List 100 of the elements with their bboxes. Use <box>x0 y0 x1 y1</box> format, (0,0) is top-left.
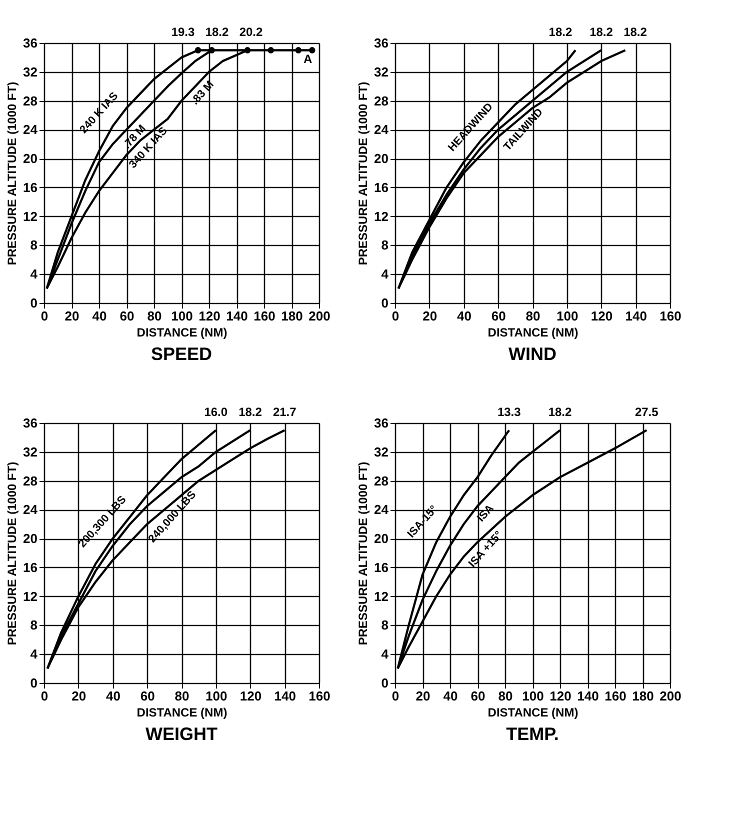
y-tick-label: 36 <box>23 416 38 430</box>
x-tick-label: 160 <box>308 688 330 704</box>
x-axis-title: DISTANCE (NM) <box>136 706 228 720</box>
x-tick-label: 20 <box>416 688 430 704</box>
x-tick-label: 200 <box>308 308 330 324</box>
y-tick-label: 16 <box>23 180 38 195</box>
x-tick-label: 100 <box>556 308 578 324</box>
text: SPEED <box>150 344 212 364</box>
x-axis-title: DISTANCE (NM) <box>136 326 228 340</box>
y-tick-label: 0 <box>30 296 38 310</box>
annotation: 18.2 <box>624 25 648 39</box>
y-tick-label: 4 <box>381 646 390 662</box>
y-axis-title: PRESSURE ALTITUDE (1000 FT) <box>5 82 20 266</box>
y-tick-label: 20 <box>23 151 38 166</box>
y-tick-label: 24 <box>374 122 390 138</box>
y-tick-label: 16 <box>374 560 388 575</box>
x-tick-label: 200 <box>660 688 682 704</box>
y-tick-label: 8 <box>30 618 38 633</box>
y-tick-label: 12 <box>374 588 388 604</box>
annotation: 18.2 <box>590 25 614 39</box>
x-tick-label: 0 <box>392 308 400 324</box>
x-tick-label: 40 <box>457 308 472 324</box>
x-tick-label: 80 <box>174 688 190 704</box>
y-tick-label: 16 <box>23 560 38 575</box>
x-tick-label: 60 <box>491 308 506 324</box>
y-axis-title: PRESSURE ALTITUDE (1000 FT) <box>5 462 20 646</box>
y-tick-label: 4 <box>30 266 38 282</box>
x-tick-label: 120 <box>198 308 220 324</box>
x-tick-label: 0 <box>392 688 400 704</box>
x-axis-title: DISTANCE (NM) <box>488 326 578 340</box>
x-tick-label: 60 <box>140 688 155 704</box>
x-tick-label: 160 <box>604 688 626 704</box>
y-tick-label: 4 <box>30 646 38 662</box>
annotation: A <box>303 52 312 66</box>
annotation: 13.3 <box>497 405 522 419</box>
x-tick-label: 40 <box>443 688 458 704</box>
x-axis-title: DISTANCE (NM) <box>488 706 578 720</box>
text: TEMP. <box>506 724 559 744</box>
x-tick-label: 160 <box>660 308 682 324</box>
y-tick-label: 24 <box>23 502 38 518</box>
x-tick-label: 140 <box>577 688 599 704</box>
x-tick-label: 140 <box>226 308 248 324</box>
x-tick-label: 60 <box>470 688 486 704</box>
y-tick-label: 20 <box>374 531 388 546</box>
y-tick-label: 36 <box>23 36 38 50</box>
y-tick-label: 32 <box>23 444 38 460</box>
y-tick-label: 36 <box>374 416 388 430</box>
x-tick-label: 180 <box>632 688 654 704</box>
x-tick-label: 160 <box>254 308 276 324</box>
x-tick-label: 0 <box>40 308 48 324</box>
y-tick-label: 20 <box>23 531 38 546</box>
y-tick-label: 4 <box>381 266 390 282</box>
y-tick-label: 8 <box>381 618 388 633</box>
x-tick-label: 0 <box>40 688 48 704</box>
y-tick-label: 0 <box>30 676 38 690</box>
x-tick-label: 20 <box>64 308 80 324</box>
y-tick-label: 28 <box>23 473 38 488</box>
y-tick-label: 32 <box>23 64 38 80</box>
y-tick-label: 8 <box>381 238 388 253</box>
y-tick-label: 12 <box>23 588 38 604</box>
x-tick-label: 120 <box>550 688 572 704</box>
x-tick-label: 100 <box>171 308 193 324</box>
annotation: 18.2 <box>205 25 229 39</box>
y-tick-label: 0 <box>381 296 388 310</box>
x-tick-label: 100 <box>206 688 228 704</box>
x-tick-label: 20 <box>422 308 438 324</box>
y-axis-title: PRESSURE ALTITUDE (1000 FT) <box>356 82 370 266</box>
x-tick-label: 140 <box>274 688 296 704</box>
x-tick-label: 60 <box>120 308 134 324</box>
x-tick-label: 80 <box>498 688 513 704</box>
y-tick-label: 28 <box>374 473 388 488</box>
y-tick-label: 28 <box>23 93 38 108</box>
y-axis-title: PRESSURE ALTITUDE (1000 FT) <box>356 462 370 646</box>
annotation: 18.2 <box>238 405 262 419</box>
annotation: 18.2 <box>548 25 572 39</box>
x-tick-label: 20 <box>72 688 86 704</box>
annotation: 18.2 <box>548 405 572 419</box>
x-tick-label: 80 <box>526 308 540 324</box>
y-tick-label: 8 <box>30 238 38 253</box>
x-tick-label: 80 <box>147 308 162 324</box>
x-tick-label: 40 <box>106 688 120 704</box>
text: WIND <box>508 344 556 364</box>
annotation: 19.3 <box>171 25 195 39</box>
y-tick-label: 32 <box>374 444 388 460</box>
x-tick-label: 120 <box>240 688 262 704</box>
annotation: 16.0 <box>204 405 228 419</box>
x-tick-label: 180 <box>281 308 303 324</box>
x-tick-label: 120 <box>590 308 613 324</box>
y-tick-label: 0 <box>381 676 388 690</box>
annotation: 20.2 <box>239 25 263 39</box>
annotation: 21.7 <box>272 405 297 419</box>
y-tick-label: 28 <box>374 93 388 108</box>
text: WEIGHT <box>146 724 218 744</box>
y-tick-label: 24 <box>374 502 390 518</box>
y-tick-label: 36 <box>374 36 388 50</box>
y-tick-label: 16 <box>374 180 388 195</box>
x-tick-label: 100 <box>522 688 544 704</box>
y-tick-label: 32 <box>374 64 388 80</box>
annotation: 27.5 <box>634 405 659 419</box>
x-tick-label: 40 <box>92 308 107 324</box>
